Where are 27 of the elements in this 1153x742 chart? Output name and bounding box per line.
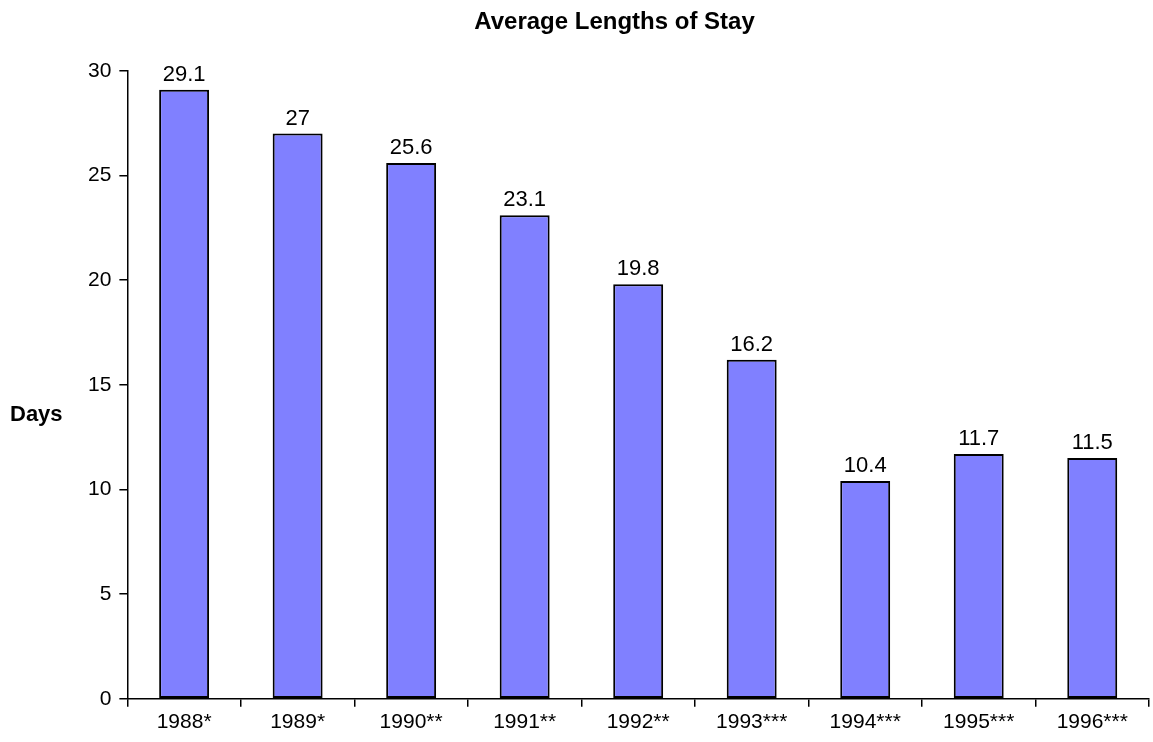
y-tick-label: 25 — [88, 162, 112, 186]
x-tick-label: 1991** — [493, 709, 557, 733]
data-label: 29.1 — [162, 60, 206, 86]
data-label: 16.2 — [730, 330, 774, 356]
chart-title: Average Lengths of Stay — [474, 7, 756, 35]
x-tick-label: 1989* — [270, 709, 326, 733]
x-tick-label: 1988* — [156, 709, 212, 733]
data-label: 11.7 — [958, 424, 1000, 450]
x-tick-label: 1990** — [379, 709, 443, 733]
y-tick-label: 5 — [99, 580, 112, 604]
x-tick-label: 1994*** — [829, 709, 901, 733]
data-label: 19.8 — [616, 255, 660, 281]
data-label: 27 — [285, 104, 310, 130]
x-tick-label: 1996*** — [1056, 709, 1128, 733]
x-tick-label: 1995*** — [943, 709, 1015, 733]
data-label: 25.6 — [389, 133, 433, 159]
y-tick-label: 15 — [88, 371, 112, 395]
data-label: 11.5 — [1071, 429, 1113, 455]
y-tick-label: 10 — [88, 476, 112, 500]
y-tick-label: 20 — [88, 266, 112, 290]
y-tick-label: 0 — [99, 685, 112, 709]
y-axis-title: Days — [10, 400, 63, 426]
x-tick-label: 1993*** — [716, 709, 788, 733]
x-tick-label: 1992** — [606, 709, 670, 733]
y-tick-label: 30 — [88, 57, 112, 81]
data-label: 23.1 — [503, 186, 547, 212]
data-label: 10.4 — [843, 452, 887, 478]
